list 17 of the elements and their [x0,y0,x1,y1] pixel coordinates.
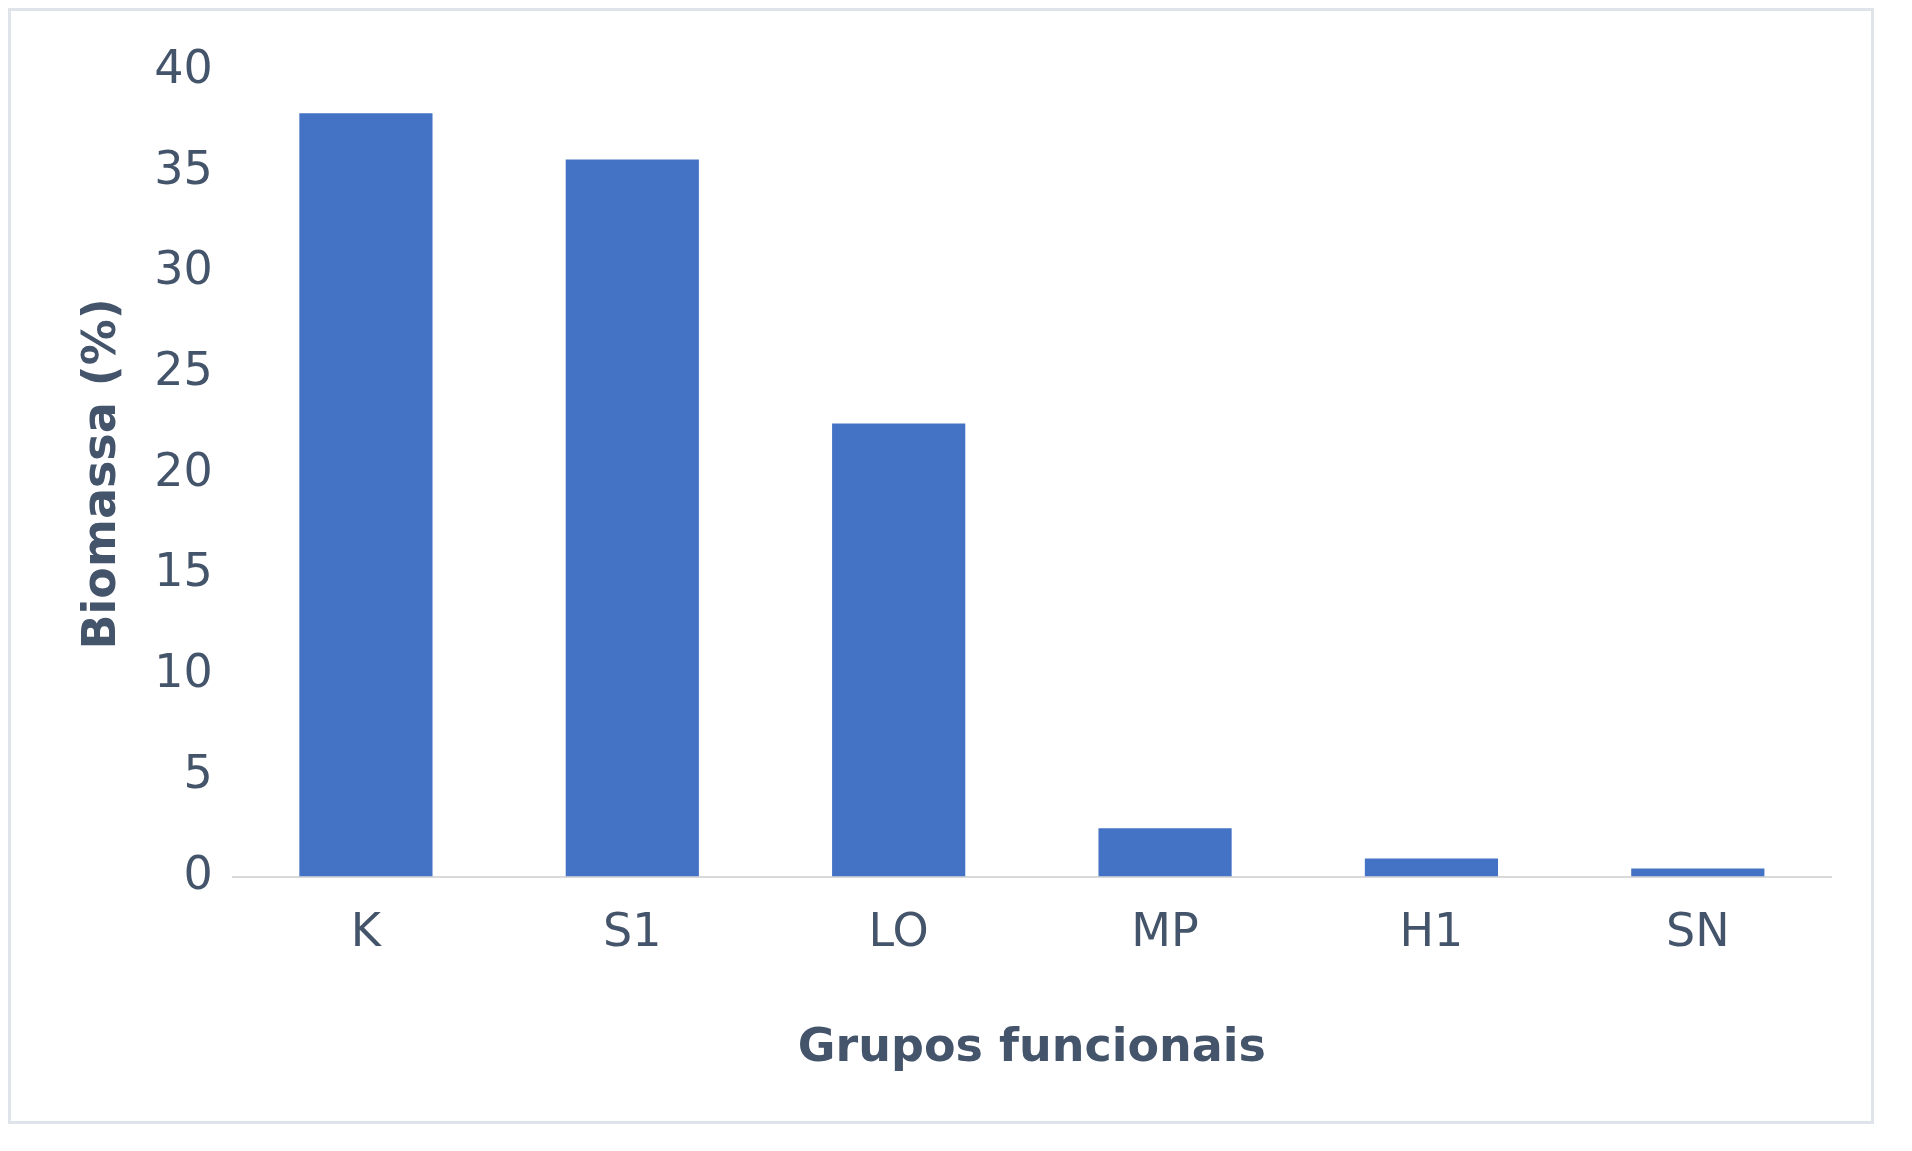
y-tick-label: 40 [154,39,213,94]
y-tick-label: 25 [154,342,213,397]
x-tick-label: MP [1131,903,1199,958]
y-tick-label: 0 [183,845,213,900]
x-axis-title: Grupos funcionais [797,1018,1266,1073]
x-tick-label: LO [868,903,929,958]
x-tick-label: SN [1666,903,1730,958]
y-tick-label: 5 [183,744,213,799]
y-tick-label: 20 [154,442,213,497]
y-axis-title: Biomassa (%) [71,298,126,650]
x-tick-label: H1 [1399,903,1464,958]
y-tick-label: 30 [154,241,213,296]
y-tick-label: 35 [154,140,213,195]
x-tick-label: S1 [603,903,662,958]
x-tick-label: K [350,903,383,958]
y-tick-label: 10 [154,644,213,699]
y-tick-label: 15 [154,543,213,598]
